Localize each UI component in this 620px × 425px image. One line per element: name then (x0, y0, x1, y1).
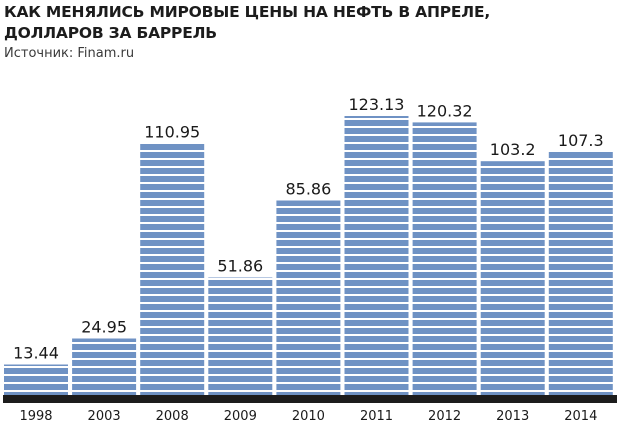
labels-layer: 13.44 24.95 110.95 51.86 85.86 123.13 120.32 10… (13, 95, 604, 363)
value-label-2013: 103.2 (490, 140, 536, 159)
value-label-2009: 51.86 (217, 257, 263, 276)
value-label-2012: 120.32 (417, 101, 473, 120)
value-label-2003: 24.95 (81, 318, 127, 337)
chart-source: Источник: Finam.ru (4, 46, 135, 61)
category-label-1998: 1998 (19, 409, 52, 424)
bar-2009 (208, 277, 273, 395)
category-label-2010: 2010 (292, 409, 325, 424)
value-label-1998: 13.44 (13, 344, 59, 363)
chart-title: КАК МЕНЯЛИСЬ МИРОВЫЕ ЦЕНЫ НА НЕФТЬ В АПР… (4, 3, 491, 42)
bar-1998 (4, 364, 68, 395)
bar-2003 (72, 338, 137, 395)
value-label-2011: 123.13 (349, 95, 405, 114)
bar-2012 (412, 122, 477, 396)
x-axis-baseline (3, 395, 617, 403)
categories-layer: 1998 2003 2008 2009 2010 2011 2012 2013 2014 (19, 409, 597, 424)
category-label-2008: 2008 (156, 409, 189, 424)
category-label-2009: 2009 (224, 409, 257, 424)
category-label-2014: 2014 (564, 409, 597, 424)
category-label-2003: 2003 (88, 409, 121, 424)
bar-2013 (480, 161, 545, 395)
bar-2011 (344, 116, 409, 395)
category-label-2011: 2011 (360, 409, 393, 424)
category-label-2013: 2013 (496, 409, 529, 424)
value-label-2014: 107.3 (558, 131, 604, 150)
value-label-2008: 110.95 (144, 123, 200, 142)
value-label-2010: 85.86 (285, 180, 331, 199)
bar-2008 (140, 143, 205, 395)
bars-layer (4, 116, 613, 396)
category-label-2012: 2012 (428, 409, 461, 424)
bar-2010 (276, 200, 341, 395)
bar-2014 (548, 151, 613, 395)
